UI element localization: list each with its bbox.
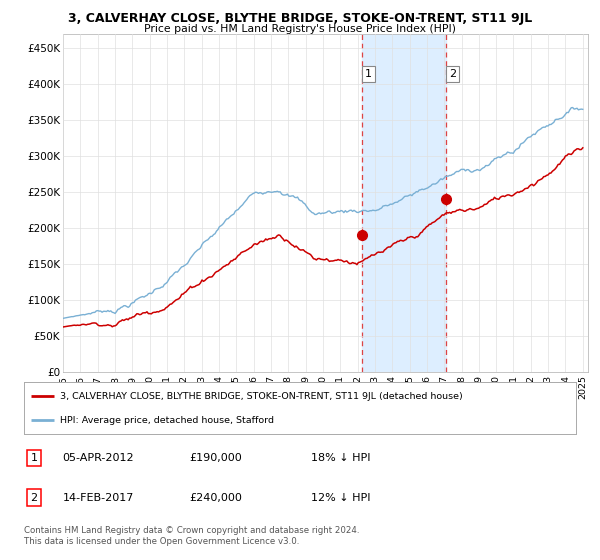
Text: 3, CALVERHAY CLOSE, BLYTHE BRIDGE, STOKE-ON-TRENT, ST11 9JL (detached house): 3, CALVERHAY CLOSE, BLYTHE BRIDGE, STOKE… <box>60 392 463 401</box>
Text: 1: 1 <box>31 452 37 463</box>
Text: £190,000: £190,000 <box>190 452 242 463</box>
Text: Contains HM Land Registry data © Crown copyright and database right 2024.
This d: Contains HM Land Registry data © Crown c… <box>24 526 359 546</box>
Text: 3, CALVERHAY CLOSE, BLYTHE BRIDGE, STOKE-ON-TRENT, ST11 9JL: 3, CALVERHAY CLOSE, BLYTHE BRIDGE, STOKE… <box>68 12 532 25</box>
Text: 05-APR-2012: 05-APR-2012 <box>62 452 134 463</box>
Text: 18% ↓ HPI: 18% ↓ HPI <box>311 452 371 463</box>
Text: 14-FEB-2017: 14-FEB-2017 <box>62 493 134 502</box>
Bar <box>362 34 446 372</box>
Text: 2: 2 <box>31 493 37 502</box>
Text: 1: 1 <box>365 69 372 80</box>
Text: Price paid vs. HM Land Registry's House Price Index (HPI): Price paid vs. HM Land Registry's House … <box>144 24 456 34</box>
Text: 2: 2 <box>449 69 456 80</box>
Text: 12% ↓ HPI: 12% ↓ HPI <box>311 493 371 502</box>
Text: HPI: Average price, detached house, Stafford: HPI: Average price, detached house, Staf… <box>60 416 274 424</box>
Text: £240,000: £240,000 <box>190 493 242 502</box>
